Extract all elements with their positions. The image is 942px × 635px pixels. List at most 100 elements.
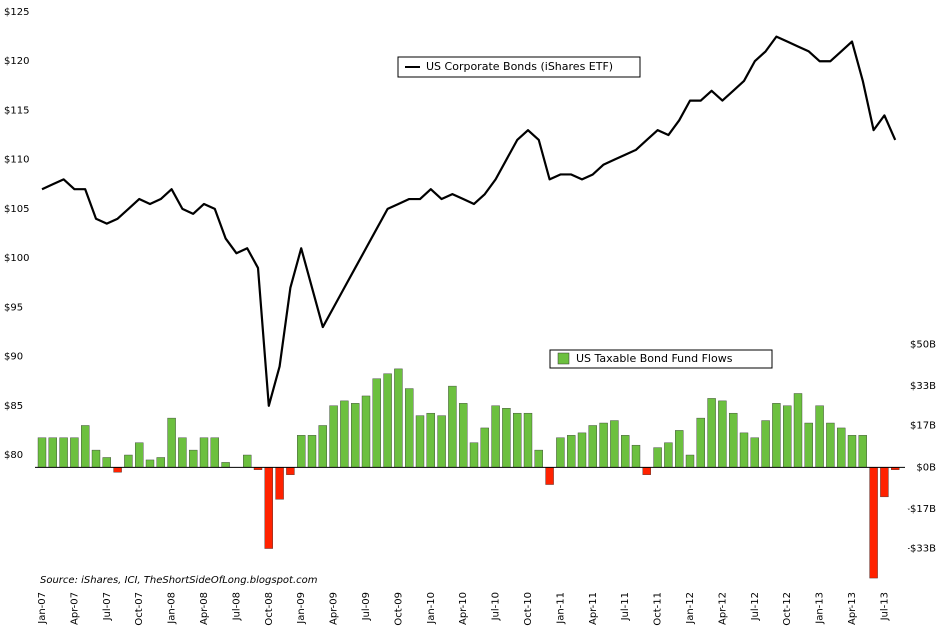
bar	[599, 422, 608, 468]
bar	[124, 454, 133, 468]
x-tick-label: Oct-10	[523, 592, 534, 626]
bar	[707, 398, 716, 468]
y-tick-label: $120	[4, 56, 29, 67]
bar	[329, 405, 338, 468]
bar	[383, 373, 392, 468]
bar	[340, 400, 349, 468]
y-tick-label: $80	[4, 450, 23, 461]
bar	[156, 457, 166, 468]
bar	[815, 405, 824, 468]
bar	[523, 412, 533, 468]
x-tick-label: Apr-08	[199, 592, 210, 625]
price-line	[41, 35, 897, 407]
bar	[729, 412, 738, 468]
x-tick-label: Jan-13	[815, 592, 826, 625]
bar	[718, 400, 727, 468]
bar	[491, 405, 500, 468]
bar	[858, 435, 867, 468]
bar	[199, 437, 209, 468]
x-tick-label: Apr-13	[847, 592, 858, 625]
bar	[642, 467, 651, 475]
bar	[556, 437, 565, 468]
bar	[685, 454, 695, 468]
x-tick-label: Jul-08	[231, 592, 242, 621]
bar	[351, 403, 360, 468]
x-tick-label: Jan-11	[555, 592, 566, 625]
bar	[545, 467, 554, 485]
y2-tick-label: $50B	[910, 339, 936, 350]
x-tick-label: Jul-13	[879, 592, 890, 621]
bar	[134, 442, 144, 468]
x-tick-label: Apr-12	[717, 592, 728, 625]
x-tick-label: Jul-10	[491, 592, 502, 621]
bar	[188, 449, 198, 468]
bar	[610, 420, 619, 468]
bar	[588, 425, 597, 468]
legend-box	[549, 349, 773, 369]
x-tick-label: Jan-10	[426, 592, 437, 625]
bar	[167, 417, 176, 468]
bar	[534, 449, 543, 468]
x-tick-label: Oct-12	[782, 592, 793, 626]
bar	[415, 415, 425, 468]
bar	[242, 454, 252, 468]
legend-box	[397, 56, 641, 78]
bar	[275, 467, 284, 500]
x-tick-label: Apr-09	[329, 592, 340, 625]
bar	[577, 432, 587, 468]
bar	[696, 417, 705, 468]
bar	[847, 435, 857, 468]
bar	[113, 467, 122, 473]
bar	[567, 435, 576, 468]
bar	[772, 403, 781, 468]
bar	[80, 425, 90, 468]
bar	[869, 467, 878, 579]
bar	[264, 467, 273, 549]
y2-tick-label: $17B	[910, 420, 936, 431]
bar	[502, 408, 511, 468]
bar	[361, 395, 371, 468]
bar	[826, 422, 835, 468]
bar	[675, 430, 684, 468]
y2-tick-label: -$17B	[906, 504, 936, 515]
x-tick-label: Jan-12	[685, 592, 696, 625]
x-tick-label: Jan-07	[37, 592, 48, 625]
legend-swatch	[557, 352, 570, 365]
bar	[793, 393, 803, 468]
y-tick-label: $110	[4, 155, 29, 166]
bar	[837, 427, 846, 468]
bar	[102, 457, 112, 468]
bar	[286, 467, 295, 475]
x-tick-label: Jul-07	[102, 592, 113, 621]
bar	[459, 403, 468, 468]
x-tick-label: Oct-11	[653, 592, 664, 626]
y2-tick-label: $33B	[910, 381, 936, 392]
bar	[437, 415, 446, 468]
bar	[739, 432, 749, 468]
x-tick-label: Jan-08	[167, 592, 178, 625]
bar	[631, 444, 641, 468]
x-tick-label: Jul-12	[750, 592, 761, 621]
bar	[621, 435, 630, 468]
bar	[513, 412, 522, 468]
bar	[750, 437, 759, 468]
x-tick-label: Oct-09	[393, 592, 404, 626]
y-tick-label: $105	[4, 204, 29, 215]
bar	[880, 467, 889, 498]
legend-label: US Corporate Bonds (iShares ETF)	[426, 60, 613, 73]
bar	[70, 437, 79, 468]
bar	[210, 437, 220, 468]
bar	[297, 435, 306, 468]
bar	[91, 449, 101, 468]
source-note: Source: iShares, ICI, TheShortSideOfLong…	[40, 575, 318, 586]
bar	[664, 442, 673, 468]
bar	[372, 378, 381, 468]
bar	[426, 412, 435, 468]
bar	[394, 368, 403, 468]
bar	[804, 422, 813, 468]
bar	[405, 388, 414, 468]
x-tick-label: Apr-07	[69, 592, 80, 625]
bar	[318, 425, 327, 468]
y-tick-label: $100	[4, 253, 29, 264]
